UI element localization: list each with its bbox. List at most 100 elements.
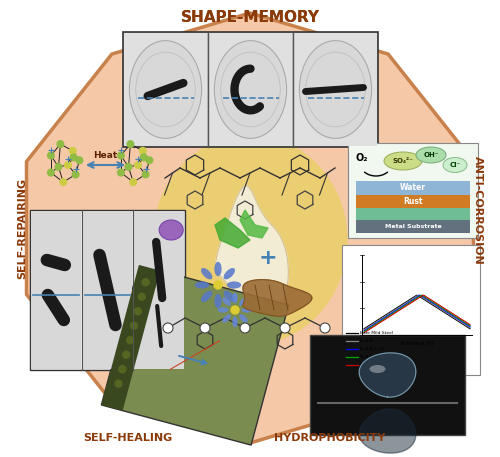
Circle shape xyxy=(142,279,149,286)
Bar xyxy=(356,195,470,208)
Text: Cl⁻: Cl⁻ xyxy=(450,162,460,168)
Text: EL-A-R-2-rG: EL-A-R-2-rG xyxy=(360,355,385,359)
Bar xyxy=(31,211,80,369)
Circle shape xyxy=(130,179,136,186)
Ellipse shape xyxy=(201,268,212,279)
Bar xyxy=(123,32,378,147)
Circle shape xyxy=(200,323,210,333)
Text: Metal Substrate: Metal Substrate xyxy=(384,224,442,229)
Text: OH⁻: OH⁻ xyxy=(423,152,439,158)
Ellipse shape xyxy=(152,135,348,345)
Circle shape xyxy=(140,154,147,161)
Ellipse shape xyxy=(232,292,237,303)
Circle shape xyxy=(127,141,134,148)
Text: SO₄²⁻: SO₄²⁻ xyxy=(392,158,413,164)
Ellipse shape xyxy=(416,147,446,163)
Circle shape xyxy=(130,322,138,329)
Circle shape xyxy=(163,323,173,333)
Text: ANTI-CORROSION: ANTI-CORROSION xyxy=(473,156,483,265)
Ellipse shape xyxy=(130,41,202,138)
Bar xyxy=(356,220,470,233)
Text: EL-A-R-3-rG: EL-A-R-3-rG xyxy=(360,363,385,367)
Circle shape xyxy=(142,171,149,178)
Bar xyxy=(310,335,465,435)
Circle shape xyxy=(125,164,132,170)
Text: +: + xyxy=(258,248,278,268)
Ellipse shape xyxy=(384,152,422,170)
Text: EL-A-R-1-rG: EL-A-R-1-rG xyxy=(360,347,385,351)
Circle shape xyxy=(70,154,77,161)
Circle shape xyxy=(140,148,146,154)
Text: Rust: Rust xyxy=(403,197,423,206)
Bar xyxy=(356,208,470,220)
Ellipse shape xyxy=(222,314,231,323)
Bar xyxy=(82,211,132,369)
Bar xyxy=(134,211,184,369)
Bar xyxy=(342,245,480,375)
Ellipse shape xyxy=(214,41,286,138)
Polygon shape xyxy=(359,409,416,453)
Circle shape xyxy=(122,351,130,358)
Ellipse shape xyxy=(224,268,235,279)
Circle shape xyxy=(320,323,330,333)
Circle shape xyxy=(231,306,239,314)
Text: EL-A-P: EL-A-P xyxy=(360,339,374,343)
Circle shape xyxy=(48,169,54,176)
Bar xyxy=(356,181,470,195)
Bar xyxy=(294,33,377,146)
Ellipse shape xyxy=(201,291,212,302)
Polygon shape xyxy=(243,280,312,316)
Polygon shape xyxy=(359,353,416,397)
Circle shape xyxy=(48,152,54,159)
Ellipse shape xyxy=(300,41,372,138)
Bar xyxy=(124,33,207,146)
Ellipse shape xyxy=(370,365,386,373)
Ellipse shape xyxy=(443,158,467,172)
Circle shape xyxy=(55,164,62,170)
Circle shape xyxy=(240,323,250,333)
Bar xyxy=(30,210,185,370)
Ellipse shape xyxy=(218,307,228,313)
Circle shape xyxy=(57,141,64,148)
Text: SELF-REPAIRING: SELF-REPAIRING xyxy=(17,177,27,279)
Ellipse shape xyxy=(242,307,252,313)
Circle shape xyxy=(64,162,71,168)
Ellipse shape xyxy=(195,282,209,289)
Circle shape xyxy=(60,179,66,186)
Polygon shape xyxy=(102,265,160,411)
Ellipse shape xyxy=(239,297,248,306)
Ellipse shape xyxy=(224,291,235,302)
Ellipse shape xyxy=(214,262,222,276)
Circle shape xyxy=(134,162,141,168)
Ellipse shape xyxy=(214,294,222,308)
Polygon shape xyxy=(102,265,288,445)
Circle shape xyxy=(280,323,290,333)
Circle shape xyxy=(146,157,152,164)
Ellipse shape xyxy=(222,297,231,306)
Text: O₂: O₂ xyxy=(356,153,368,163)
Circle shape xyxy=(76,157,82,164)
Text: Water: Water xyxy=(400,184,426,192)
Circle shape xyxy=(72,171,79,178)
Polygon shape xyxy=(240,210,268,238)
Text: SHAPE-MEMORY: SHAPE-MEMORY xyxy=(180,11,320,26)
Text: Potential (V): Potential (V) xyxy=(400,340,434,345)
Text: SELF-HEALING: SELF-HEALING xyxy=(84,433,172,443)
Ellipse shape xyxy=(227,282,241,289)
Text: Heat: Heat xyxy=(93,150,117,159)
Circle shape xyxy=(118,169,124,176)
Circle shape xyxy=(126,337,134,344)
Text: SHAPE-MEMORY: SHAPE-MEMORY xyxy=(180,11,320,26)
Polygon shape xyxy=(215,218,250,248)
Bar xyxy=(209,33,292,146)
Circle shape xyxy=(214,281,222,289)
Circle shape xyxy=(134,308,141,315)
Circle shape xyxy=(115,380,122,387)
Circle shape xyxy=(118,152,124,159)
Ellipse shape xyxy=(232,317,237,327)
Text: Bare Mild Steel: Bare Mild Steel xyxy=(360,331,393,335)
Ellipse shape xyxy=(159,220,183,240)
Polygon shape xyxy=(26,13,473,443)
Circle shape xyxy=(70,148,76,154)
Text: HYDROPHOBICITY: HYDROPHOBICITY xyxy=(274,433,386,443)
